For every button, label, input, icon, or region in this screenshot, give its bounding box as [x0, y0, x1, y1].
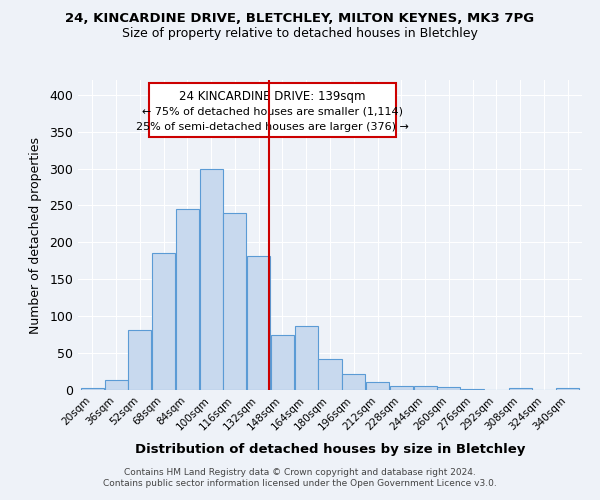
Bar	[437, 387, 460, 390]
Text: 24 KINCARDINE DRIVE: 139sqm: 24 KINCARDINE DRIVE: 139sqm	[179, 90, 365, 103]
Text: Size of property relative to detached houses in Bletchley: Size of property relative to detached ho…	[122, 28, 478, 40]
Bar	[342, 374, 365, 390]
Bar	[413, 386, 437, 390]
Bar	[509, 388, 532, 390]
Text: 25% of semi-detached houses are larger (376) →: 25% of semi-detached houses are larger (…	[136, 122, 409, 132]
Text: Contains HM Land Registry data © Crown copyright and database right 2024.
Contai: Contains HM Land Registry data © Crown c…	[103, 468, 497, 487]
Bar	[319, 359, 341, 390]
Text: 24, KINCARDINE DRIVE, BLETCHLEY, MILTON KEYNES, MK3 7PG: 24, KINCARDINE DRIVE, BLETCHLEY, MILTON …	[65, 12, 535, 26]
FancyBboxPatch shape	[149, 83, 395, 138]
Bar	[128, 330, 151, 390]
Y-axis label: Number of detached properties: Number of detached properties	[29, 136, 43, 334]
Bar	[556, 388, 579, 390]
Bar	[152, 254, 175, 390]
Bar	[176, 209, 199, 390]
Text: ← 75% of detached houses are smaller (1,114): ← 75% of detached houses are smaller (1,…	[142, 106, 403, 117]
Bar	[461, 388, 484, 390]
Bar	[390, 386, 413, 390]
X-axis label: Distribution of detached houses by size in Bletchley: Distribution of detached houses by size …	[135, 443, 525, 456]
Bar	[81, 388, 104, 390]
Bar	[104, 380, 128, 390]
Bar	[247, 256, 270, 390]
Bar	[200, 168, 223, 390]
Bar	[271, 336, 294, 390]
Bar	[366, 382, 389, 390]
Bar	[223, 213, 247, 390]
Bar	[295, 326, 318, 390]
